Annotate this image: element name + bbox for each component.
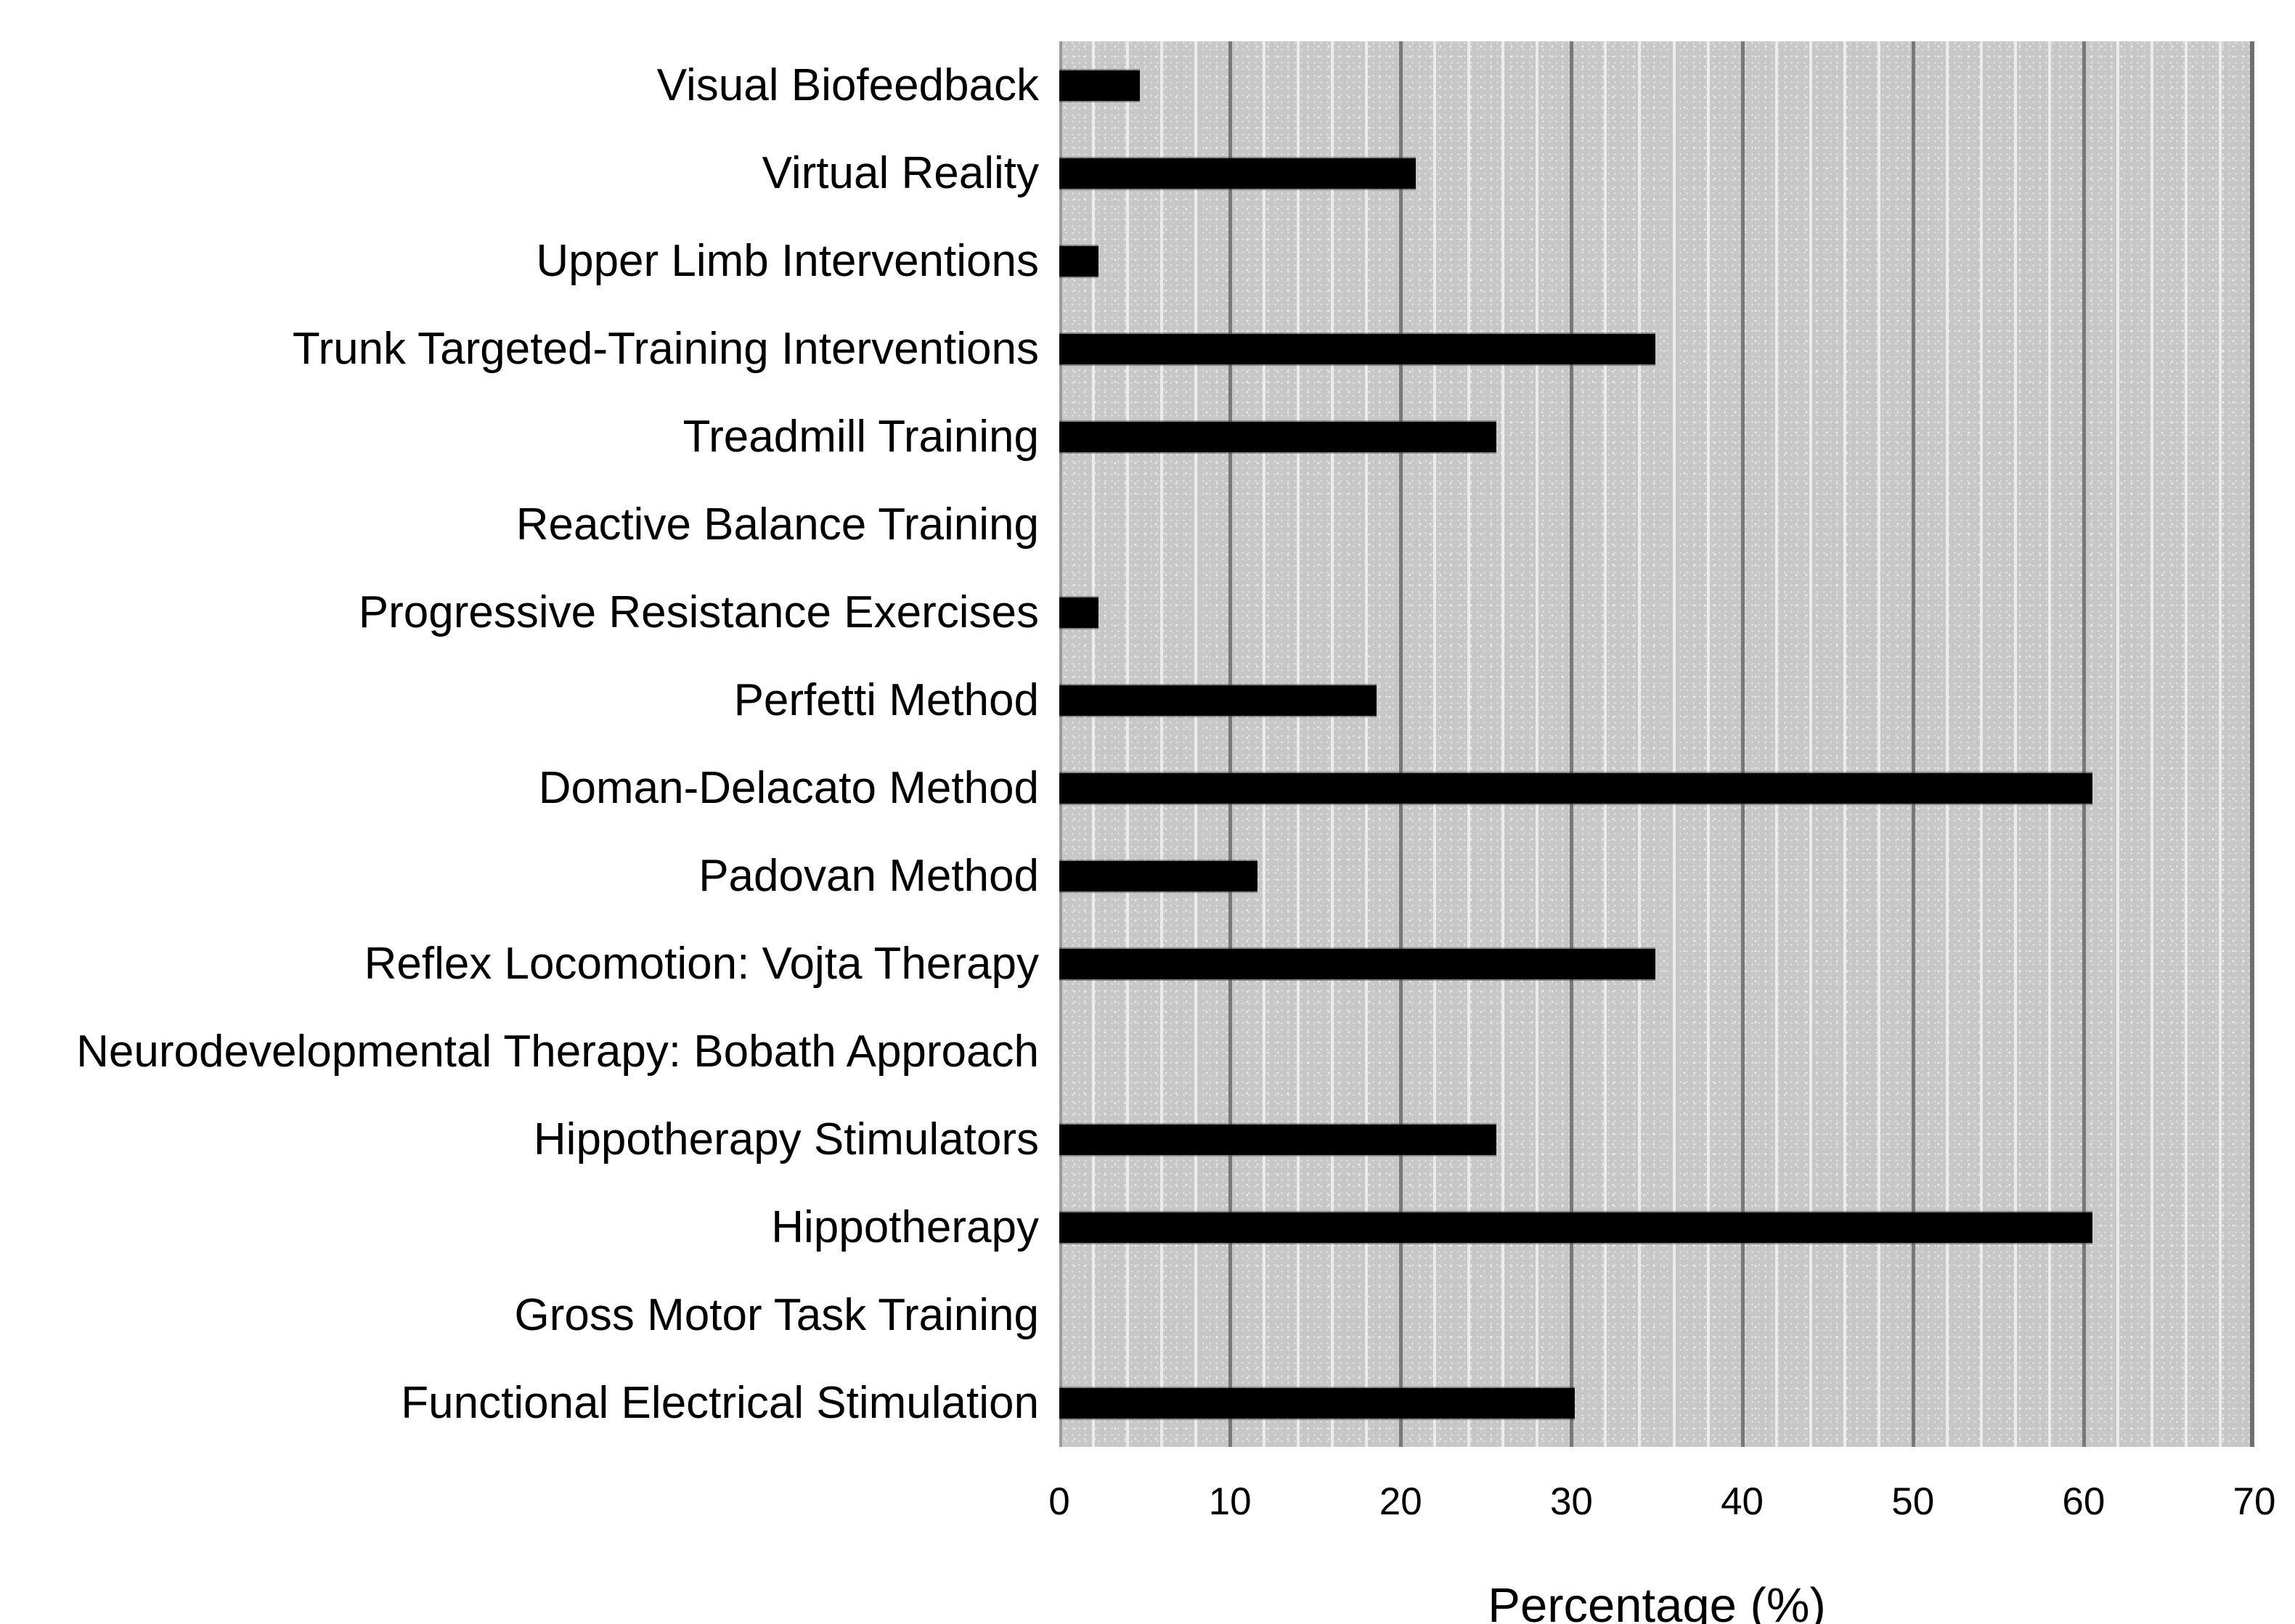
gridline-minor: [1638, 41, 1642, 1447]
gridline-minor: [1809, 41, 1812, 1447]
gridline-minor: [1706, 41, 1710, 1447]
gridline-minor: [1774, 41, 1778, 1447]
gridline-minor: [1501, 41, 1505, 1447]
category-label: Hippotherapy: [771, 1201, 1039, 1252]
gridline-minor: [1194, 41, 1198, 1447]
category-label: Padovan Method: [698, 850, 1039, 901]
gridline-minor: [1604, 41, 1607, 1447]
bar: [1059, 1124, 1496, 1155]
gridline-minor: [1843, 41, 1846, 1447]
category-label: Reflex Locomotion: Vojta Therapy: [364, 938, 1039, 989]
bar: [1059, 860, 1257, 891]
gridline-minor: [1365, 41, 1369, 1447]
gridline-major: [1399, 41, 1403, 1447]
category-label: Upper Limb Interventions: [536, 235, 1039, 286]
gridline-minor: [2218, 41, 2222, 1447]
bar: [1059, 1212, 2092, 1243]
gridline-axis-max: [2250, 41, 2254, 1447]
category-label: Progressive Resistance Exercises: [358, 587, 1039, 637]
plot-area: [1059, 41, 2254, 1447]
gridline-minor: [1979, 41, 1983, 1447]
gridline-major: [1228, 41, 1233, 1447]
gridline-minor: [1263, 41, 1266, 1447]
gridline-minor: [1092, 41, 1096, 1447]
gridline-minor: [1467, 41, 1471, 1447]
bar: [1059, 772, 2092, 804]
category-label: Visual Biofeedback: [656, 60, 1039, 110]
gridline-minor: [1433, 41, 1437, 1447]
gridline-axis-zero: [1059, 41, 1062, 1447]
gridline-minor: [1160, 41, 1164, 1447]
category-label: Gross Motor Task Training: [514, 1289, 1039, 1340]
category-label: Doman-Delacato Method: [538, 762, 1039, 813]
gridline-minor: [1672, 41, 1676, 1447]
bar: [1059, 421, 1496, 452]
category-label: Hippotherapy Stimulators: [533, 1114, 1039, 1164]
category-label: Reactive Balance Training: [515, 499, 1039, 550]
bar: [1059, 158, 1416, 189]
bar: [1059, 70, 1140, 101]
x-tick-label: 10: [1208, 1480, 1252, 1523]
category-label: Virtual Reality: [762, 147, 1039, 198]
gridline-minor: [2116, 41, 2119, 1447]
x-tick-label: 40: [1721, 1480, 1764, 1523]
gridline-major: [2082, 41, 2086, 1447]
category-label: Treadmill Training: [682, 411, 1039, 462]
gridline-minor: [2047, 41, 2051, 1447]
gridline-minor: [2013, 41, 2017, 1447]
x-tick-label: 0: [1048, 1480, 1070, 1523]
category-label: Perfetti Method: [733, 674, 1039, 725]
bar: [1059, 948, 1655, 979]
x-tick-label: 30: [1549, 1480, 1593, 1523]
x-tick-label: 70: [2233, 1480, 2276, 1523]
gridline-minor: [2184, 41, 2188, 1447]
bar: [1059, 333, 1655, 364]
bar: [1059, 597, 1099, 628]
gridline-minor: [1536, 41, 1539, 1447]
x-tick-label: 20: [1379, 1480, 1422, 1523]
gridline-major: [1570, 41, 1574, 1447]
gridline-minor: [1945, 41, 1949, 1447]
bar: [1059, 685, 1377, 716]
gridline-minor: [2150, 41, 2153, 1447]
bar: [1059, 245, 1099, 277]
x-axis-title: Percentage (%): [1488, 1578, 1826, 1624]
x-tick-label: 50: [1891, 1480, 1935, 1523]
gridline-major: [1740, 41, 1745, 1447]
bar: [1059, 1387, 1575, 1419]
x-tick-label: 60: [2062, 1480, 2106, 1523]
gridline-minor: [1331, 41, 1334, 1447]
category-label: Trunk Targeted-Training Interventions: [292, 323, 1039, 374]
gridline-major: [1911, 41, 1915, 1447]
category-label: Neurodevelopmental Therapy: Bobath Appro…: [76, 1026, 1039, 1077]
category-label: Functional Electrical Stimulation: [401, 1377, 1039, 1428]
gridline-minor: [1126, 41, 1130, 1447]
gridline-minor: [1297, 41, 1300, 1447]
gridline-minor: [1877, 41, 1880, 1447]
